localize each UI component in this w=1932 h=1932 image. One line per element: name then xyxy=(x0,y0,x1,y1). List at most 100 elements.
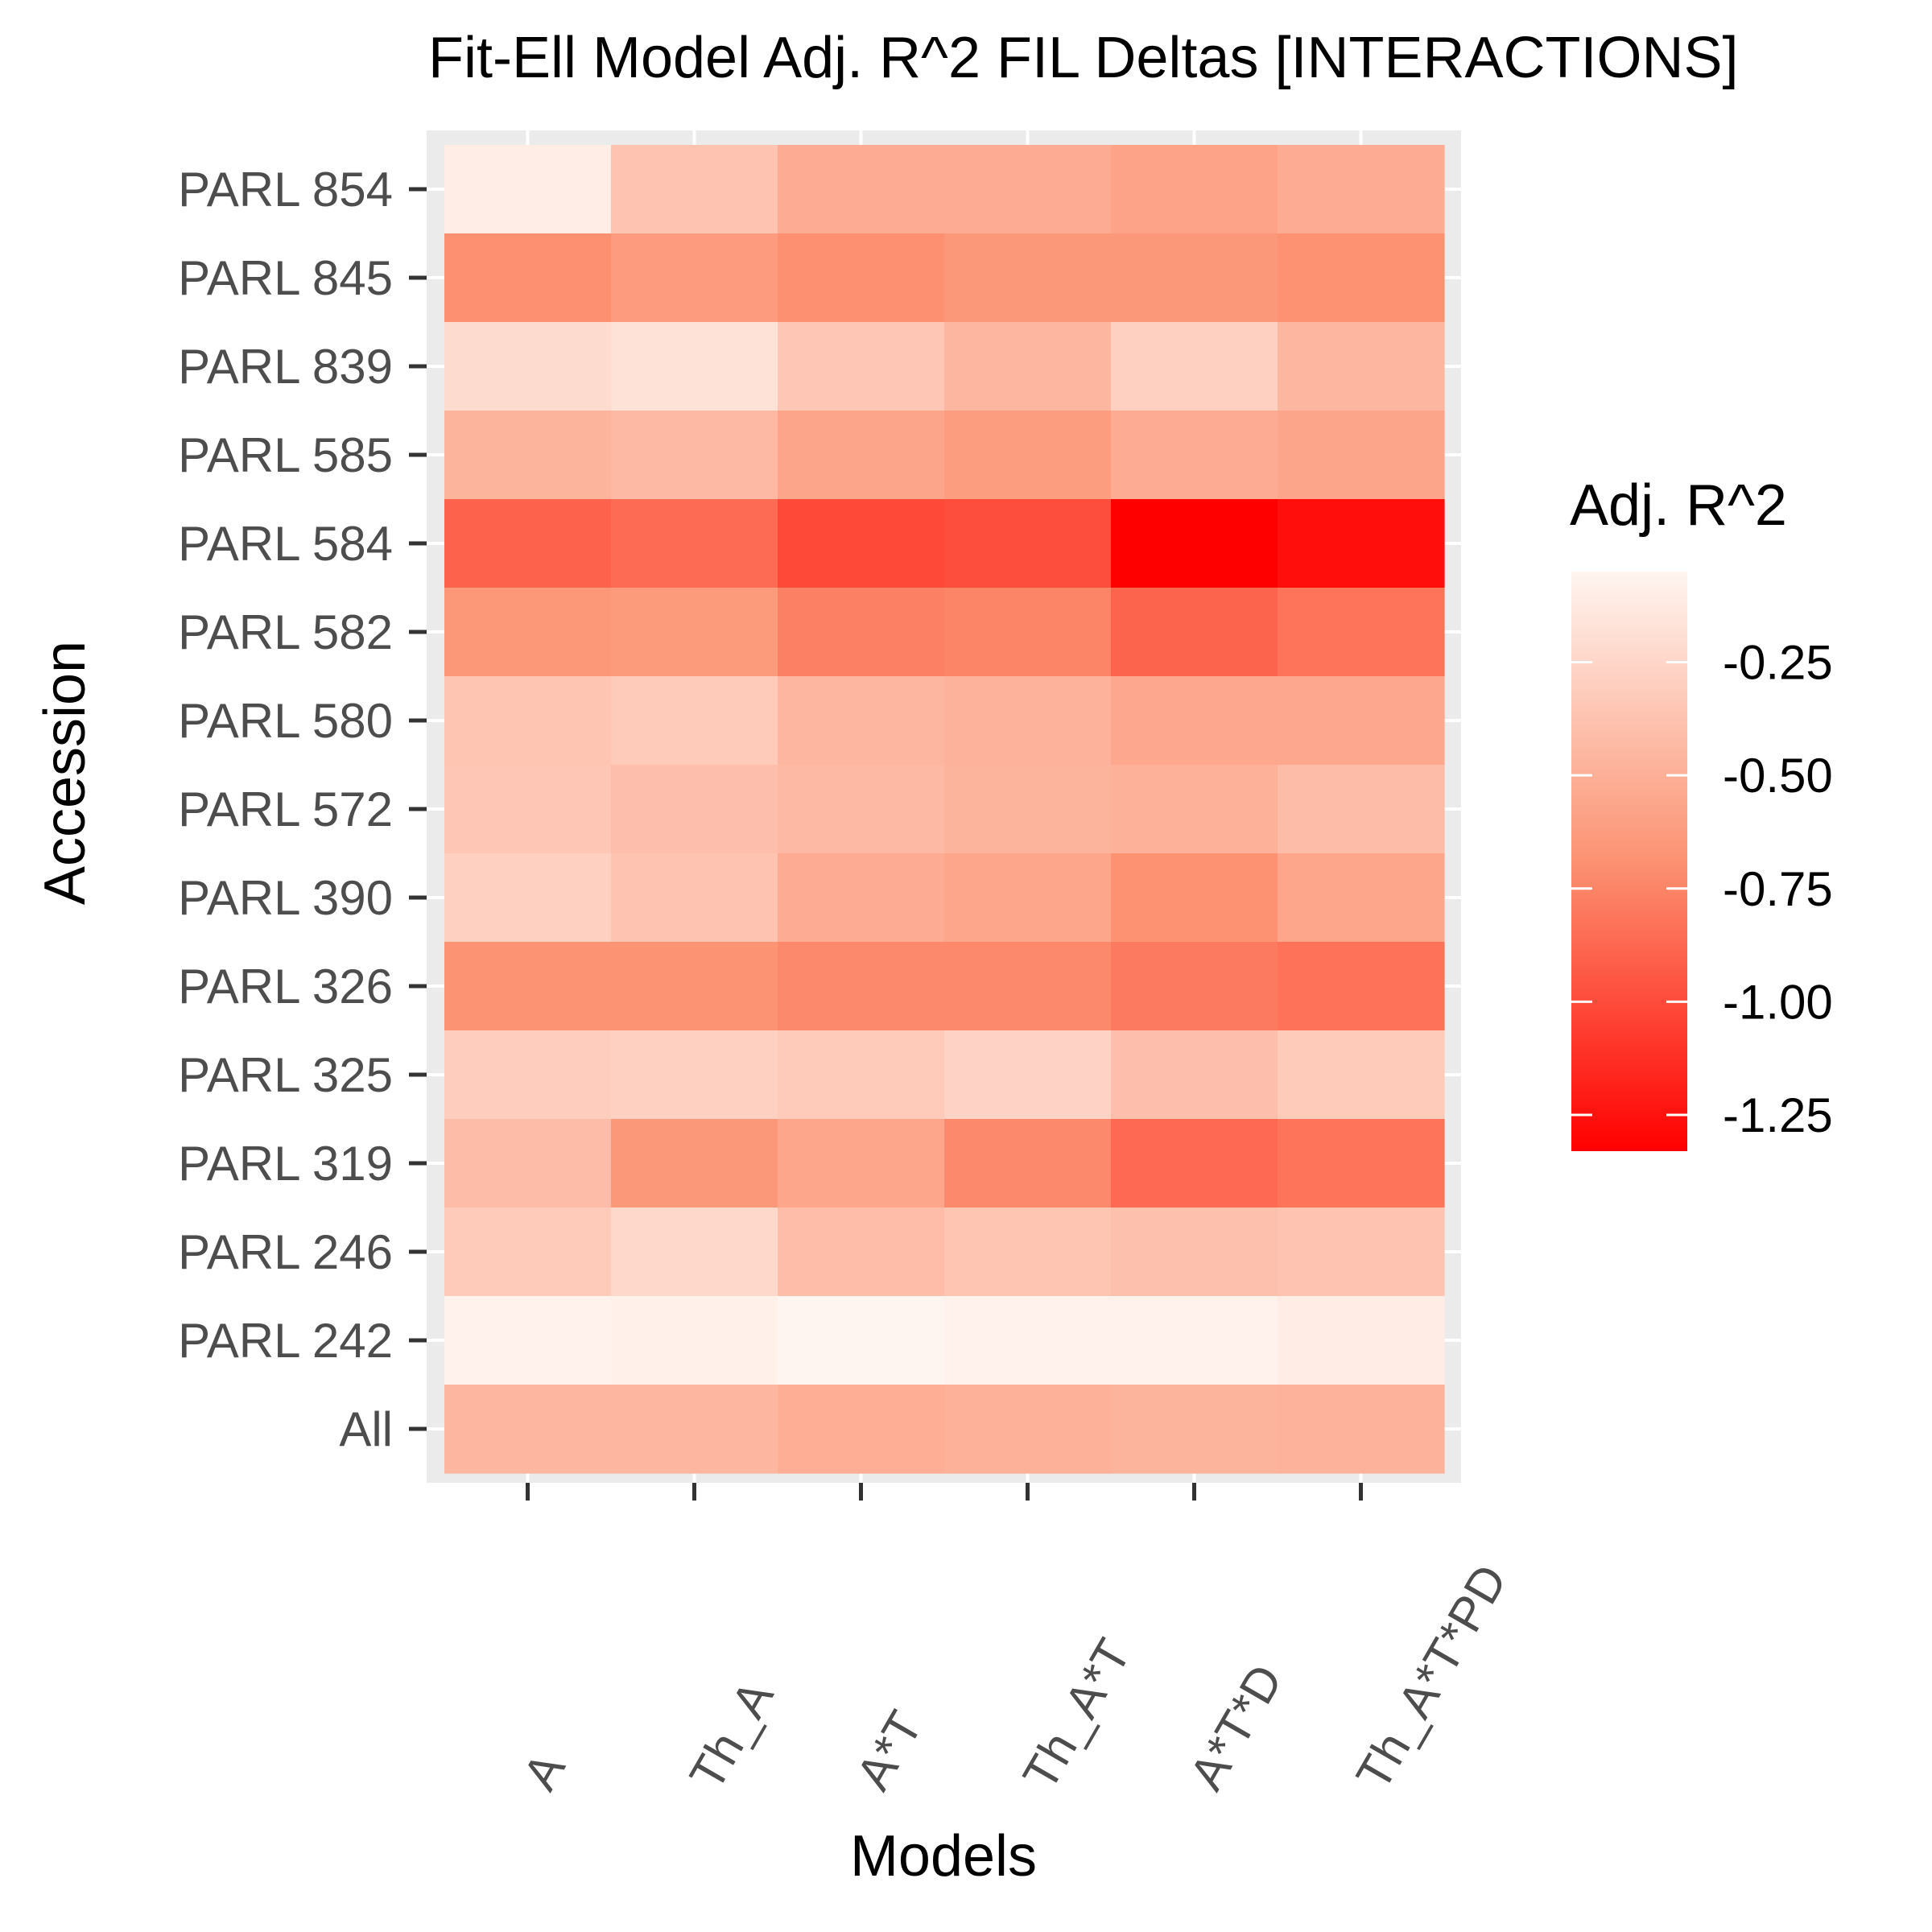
heatmap-cell xyxy=(1278,411,1445,500)
heatmap-cell xyxy=(944,1208,1112,1297)
heatmap-cell xyxy=(778,1119,945,1208)
heatmap-cell xyxy=(1111,411,1278,500)
heatmap-cell xyxy=(611,411,778,500)
x-axis: A Th_A A*T Th_A*T A*T*D Th_A*T*PD xyxy=(513,1483,1517,1799)
heatmap-cell xyxy=(611,499,778,588)
heatmap-cell xyxy=(944,676,1112,766)
heatmap-cell xyxy=(611,1385,778,1474)
heatmap-cell xyxy=(1278,765,1445,854)
heatmap-cell xyxy=(778,411,945,500)
legend-tick-label: -0.75 xyxy=(1723,862,1833,916)
y-tick-label: PARL 390 xyxy=(178,871,393,925)
heatmap-cell xyxy=(778,1208,945,1297)
heatmap-cell xyxy=(944,1030,1112,1120)
heatmap-cell xyxy=(778,588,945,677)
heatmap-cell xyxy=(944,411,1112,500)
heatmap-cell xyxy=(944,322,1112,411)
y-tick-label: PARL 326 xyxy=(178,960,393,1013)
y-tick-label: All xyxy=(339,1402,393,1456)
x-axis-title: Models xyxy=(850,1824,1037,1889)
heatmap-cell xyxy=(778,942,945,1031)
heatmap-cell xyxy=(944,1296,1112,1385)
heatmap-cell xyxy=(444,233,612,323)
y-tick-label: PARL 580 xyxy=(178,694,393,748)
chart-title: Fit-Ell Model Adj. R^2 FIL Deltas [INTER… xyxy=(428,26,1739,90)
y-tick-label: PARL 854 xyxy=(178,163,393,217)
y-tick-label: PARL 572 xyxy=(178,782,393,836)
y-tick-label: PARL 319 xyxy=(178,1137,393,1191)
heatmap-cell xyxy=(778,676,945,766)
heatmap-cell xyxy=(778,1385,945,1474)
legend-ticks: -0.25 -0.50 -0.75 -1.00 -1.25 xyxy=(1571,636,1833,1142)
heatmap-cell xyxy=(1278,676,1445,766)
heatmap-cell xyxy=(1278,145,1445,234)
heatmap-cell xyxy=(778,1296,945,1385)
legend-tick-label: -1.00 xyxy=(1723,975,1833,1029)
heatmap-cell xyxy=(444,853,612,943)
color-legend: Adj. R^2 -0.25 -0.50 -0.75 -1.00 -1.25 xyxy=(1570,473,1833,1151)
heatmap-cell xyxy=(1111,233,1278,323)
y-tick-label: PARL 845 xyxy=(178,251,393,305)
heatmap-cell xyxy=(611,588,778,677)
colorbar xyxy=(1571,572,1687,1151)
heatmap-cell xyxy=(444,322,612,411)
heatmap-cell xyxy=(778,233,945,323)
heatmap-cell xyxy=(444,588,612,677)
heatmap-cell xyxy=(944,1385,1112,1474)
heatmap-cell xyxy=(611,1119,778,1208)
heatmap-cell xyxy=(1111,765,1278,854)
heatmap-cell xyxy=(611,322,778,411)
heatmap-cell xyxy=(778,853,945,943)
heatmap-cell xyxy=(1111,322,1278,411)
heatmap-cell xyxy=(1278,1208,1445,1297)
heatmap-cell xyxy=(611,145,778,234)
heatmap-cell xyxy=(611,1296,778,1385)
heatmap-cell xyxy=(444,676,612,766)
heatmap-cell xyxy=(444,411,612,500)
heatmap-cell xyxy=(611,942,778,1031)
legend-tick-label: -0.50 xyxy=(1723,749,1833,803)
heatmap-cell xyxy=(1111,1385,1278,1474)
heatmap-cell xyxy=(944,233,1112,323)
heatmap-cell xyxy=(611,676,778,766)
heatmap-cell xyxy=(444,1030,612,1120)
heatmap-cell xyxy=(1111,676,1278,766)
x-tick-label: A*T*D xyxy=(1179,1656,1293,1799)
heatmap-cell xyxy=(1111,1119,1278,1208)
legend-tick-label: -1.25 xyxy=(1723,1088,1833,1142)
heatmap-cell xyxy=(444,1208,612,1297)
heatmap-cell xyxy=(1278,1030,1445,1120)
heatmap-cell xyxy=(1111,942,1278,1031)
y-tick-label: PARL 242 xyxy=(178,1314,393,1368)
heatmap-cell xyxy=(1111,853,1278,943)
heatmap-cell xyxy=(1278,853,1445,943)
heatmap-cell xyxy=(444,1385,612,1474)
x-tick-label: Th_A xyxy=(679,1672,784,1799)
heatmap-cell xyxy=(1278,1385,1445,1474)
heatmap-cell xyxy=(944,765,1112,854)
heatmap-cell xyxy=(444,1119,612,1208)
heatmap-cell xyxy=(778,765,945,854)
heatmap-cell xyxy=(944,853,1112,943)
heatmap-cell xyxy=(611,853,778,943)
heatmap-cell xyxy=(944,499,1112,588)
heatmap-cell xyxy=(1278,499,1445,588)
heatmap-cell xyxy=(444,499,612,588)
heatmap-cells xyxy=(444,145,1445,1474)
x-tick-label: A*T xyxy=(846,1702,933,1798)
heatmap-cell xyxy=(778,145,945,234)
x-tick-label: Th_A*T xyxy=(1013,1630,1141,1799)
y-tick-label: PARL 584 xyxy=(178,517,393,571)
heatmap-cell xyxy=(444,145,612,234)
heatmap-cell xyxy=(1278,322,1445,411)
heatmap-cell xyxy=(778,1030,945,1120)
x-tick-label: A xyxy=(513,1744,576,1798)
heatmap-cell xyxy=(444,942,612,1031)
heatmap-cell xyxy=(611,765,778,854)
y-axis: PARL 854 PARL 845 PARL 839 PARL 585 PARL 584… xyxy=(178,163,427,1456)
heatmap-cell xyxy=(1278,1119,1445,1208)
heatmap-cell xyxy=(1111,1296,1278,1385)
heatmap-cell xyxy=(778,499,945,588)
y-tick-label: PARL 582 xyxy=(178,605,393,659)
